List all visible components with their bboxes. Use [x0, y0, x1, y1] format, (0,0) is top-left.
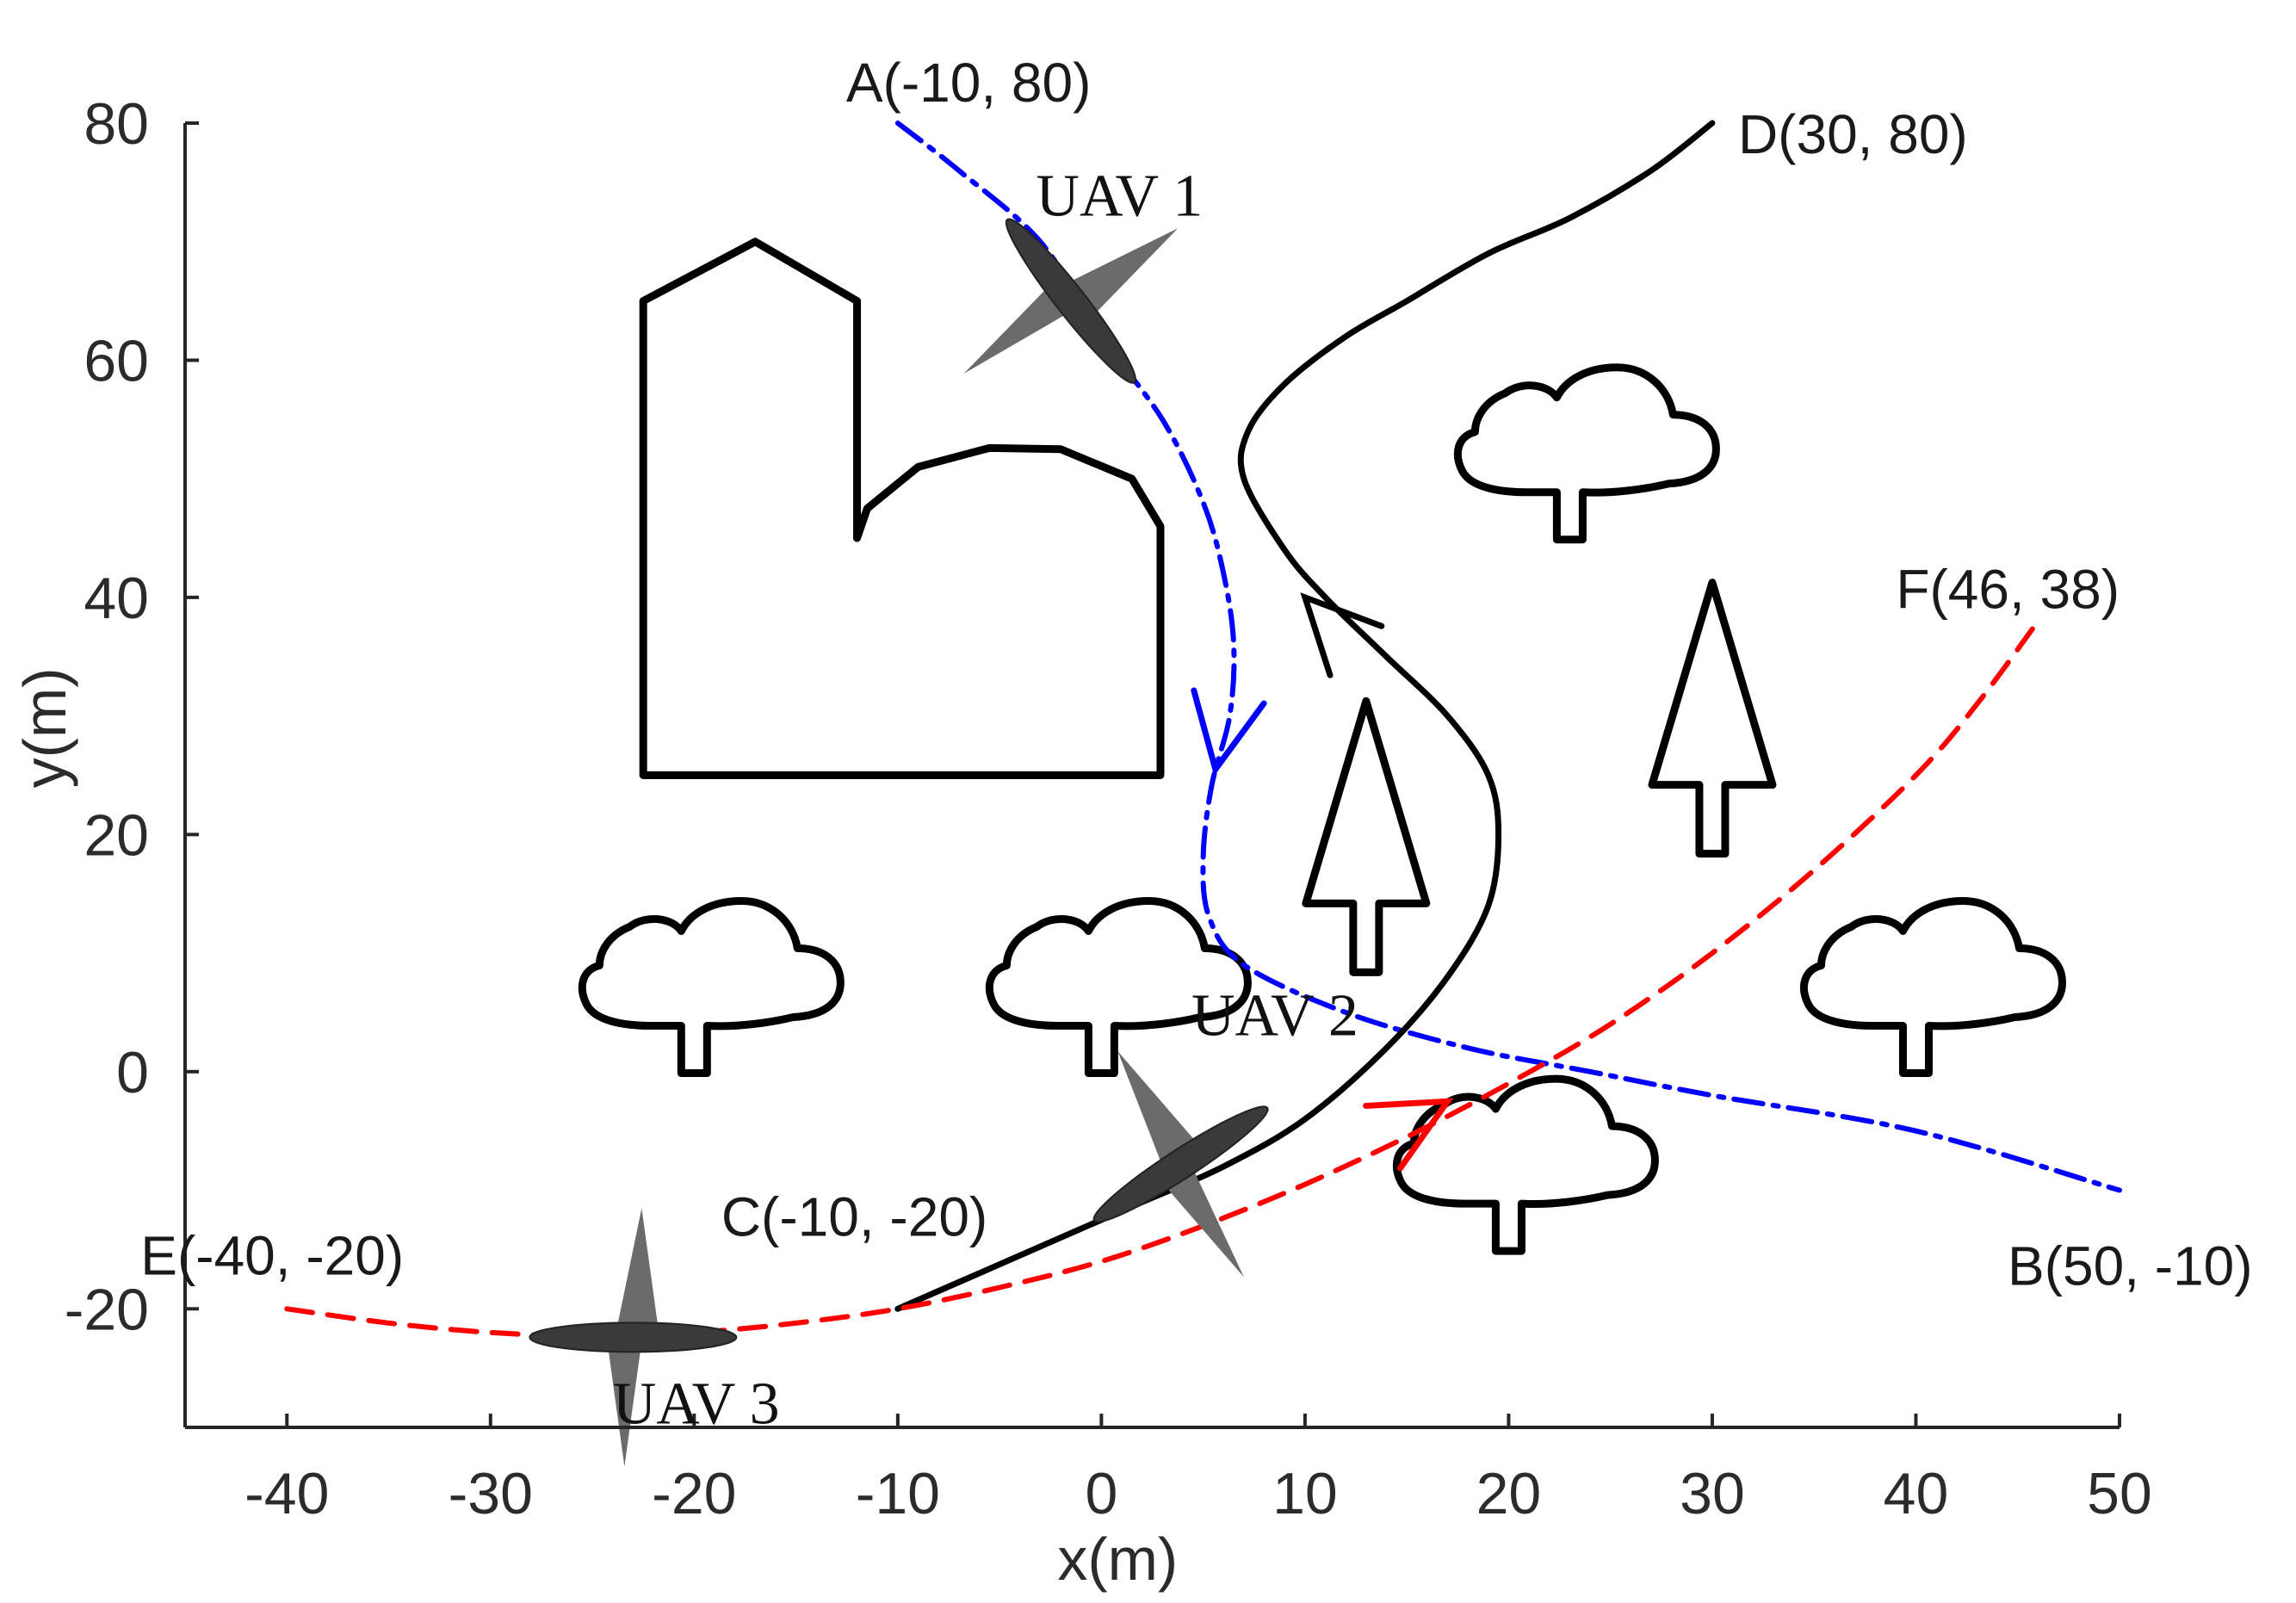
obstacles — [578, 238, 2066, 1255]
x-tick-label: 50 — [2087, 1461, 2152, 1526]
round-tree-outline — [578, 897, 845, 1078]
point-label-b: B(50, -10) — [2008, 1235, 2253, 1297]
x-axis-label: x(m) — [1057, 1526, 1178, 1593]
y-tick-label: 0 — [116, 1040, 149, 1105]
point-label-c: C(-10, -20) — [721, 1185, 987, 1247]
uav-body — [1092, 1105, 1269, 1223]
pine-tree-2 — [1648, 579, 1777, 858]
direction-arrow-uav-3 — [1363, 1098, 1454, 1172]
x-tick-label: -20 — [652, 1461, 736, 1526]
round-tree-outline — [1800, 897, 2066, 1078]
round-tree-1 — [578, 897, 845, 1078]
uav-marker-3 — [529, 1208, 738, 1467]
point-label-d: D(30, 80) — [1738, 103, 1968, 165]
point-label-a: A(-10, 80) — [846, 52, 1092, 114]
uav-label-1: UAV 1 — [1036, 164, 1203, 230]
x-tick-label: 10 — [1272, 1461, 1338, 1526]
round-tree-4 — [1800, 897, 2066, 1078]
y-tick-label: 20 — [84, 802, 149, 868]
uav-body — [1005, 218, 1136, 384]
round-tree-outline — [1453, 363, 1720, 544]
x-tick-label: 0 — [1085, 1461, 1117, 1526]
y-tick-label: -20 — [65, 1277, 149, 1342]
round-tree-outline — [1393, 1074, 1659, 1255]
uav-marker-1 — [963, 218, 1179, 384]
round-tree-2 — [985, 897, 1252, 1078]
x-tick-label: -10 — [856, 1461, 940, 1526]
annotations: A(-10, 80) B(50, -10) C(-10, -20) D(30, 80)… — [140, 52, 2252, 1437]
direction-arrow-uav-1 — [1191, 687, 1267, 777]
trajectory-uav-2 — [894, 120, 1716, 1312]
uav-markers — [529, 218, 1269, 1467]
pine-tree-outline — [1648, 579, 1777, 858]
point-label-e: E(-40, -20) — [140, 1224, 404, 1286]
uav-label-3: UAV 3 — [613, 1371, 780, 1437]
x-tick-label: 40 — [1884, 1461, 1949, 1526]
x-tick-label: 20 — [1476, 1461, 1542, 1526]
y-tick-label: 40 — [84, 566, 149, 631]
y-tick-label: 80 — [84, 91, 149, 157]
round-tree-outline — [985, 897, 1252, 1078]
pine-tree-outline — [1302, 696, 1431, 976]
round-tree-3 — [1453, 363, 1720, 544]
x-tick-label: -30 — [449, 1461, 533, 1526]
uav-label-2: UAV 2 — [1191, 982, 1358, 1049]
y-tick-label: 60 — [84, 328, 149, 393]
axes: -40 -30 -20 -10 0 10 20 30 40 50 -20 0 20 40 60 80 x(m) y… — [11, 91, 2152, 1593]
direction-arrow-uav-2 — [1300, 592, 1385, 678]
point-label-f: F(46, 38) — [1896, 558, 2120, 620]
building-obstacle — [639, 238, 1165, 779]
pine-tree-1 — [1302, 696, 1431, 976]
x-tick-label: -40 — [244, 1461, 329, 1526]
uav-body — [529, 1321, 738, 1353]
uav-marker-2 — [1092, 1050, 1269, 1278]
y-axis-label: y(m) — [11, 667, 78, 788]
round-tree-5 — [1393, 1074, 1659, 1255]
x-tick-label: 30 — [1680, 1461, 1745, 1526]
